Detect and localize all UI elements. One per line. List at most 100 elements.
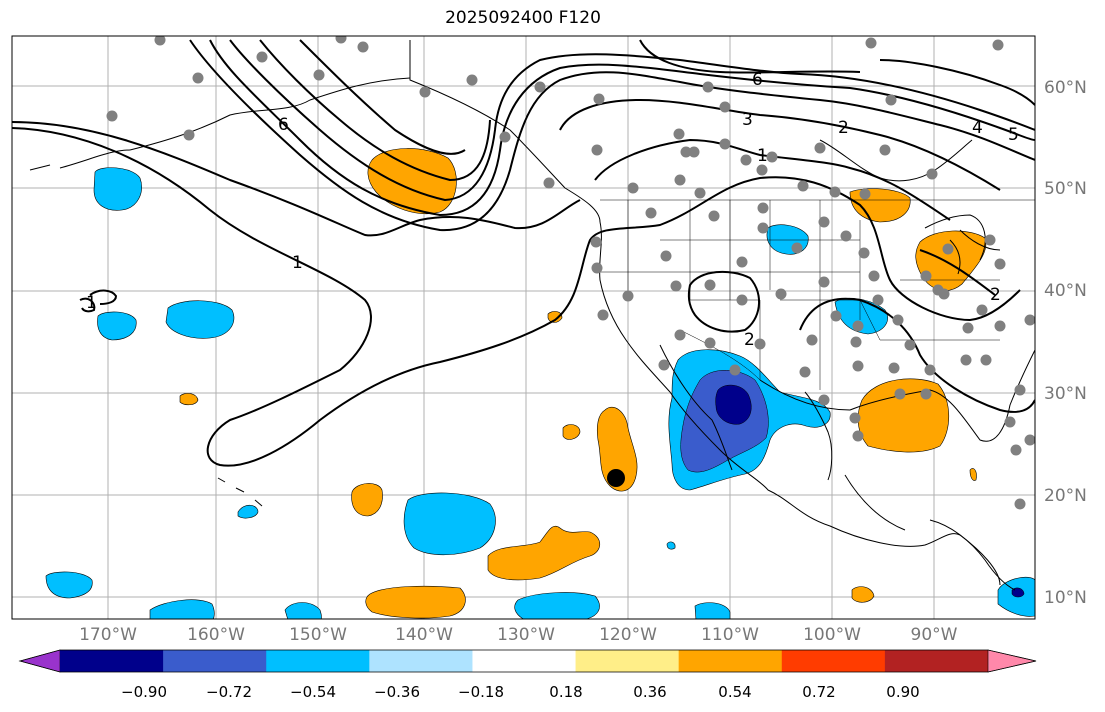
colorbar-segment [60,650,164,672]
station-dot [466,74,478,86]
minimum-marker [734,398,748,412]
colorbar-segment [369,650,473,672]
lat-label: 30°N [1044,384,1087,404]
station-dot [852,360,864,372]
station-dot [658,359,670,371]
contour-label: 3 [742,110,753,130]
colorbar-extend-high [987,649,1037,673]
contour-label: 2 [990,285,1001,305]
lon-label: 110°W [701,625,759,645]
colorbar-tick: 0.36 [633,683,667,701]
station-dot [806,334,818,346]
station-dot [818,276,830,288]
contour-labels: 6 3 2 1 1 2 2 4 5 6 1 [86,70,1019,350]
map-frame [11,35,1036,620]
station-dot [719,138,731,150]
station-dot [670,280,682,292]
station-dot [885,94,897,106]
station-dot [708,210,720,222]
station-dot [1004,416,1016,428]
station-dot [799,366,811,378]
station-dot [766,151,778,163]
colorbar-tick: −0.18 [458,683,504,701]
station-dot [688,146,700,158]
colorbar-tick: −0.72 [206,683,252,701]
colorbar-tick: −0.90 [121,683,167,701]
station-dot [962,322,974,334]
station-dot [994,320,1006,332]
contour-label: 2 [744,330,755,350]
station-dot [858,247,870,259]
lon-label: 150°W [289,625,347,645]
station-dot [694,187,706,199]
station-markers [106,36,1035,510]
station-dot [791,242,803,254]
station-dot [357,41,369,53]
station-dot [543,177,555,189]
lat-label: 60°N [1044,78,1087,98]
station-dot [645,207,657,219]
station-dot [590,236,602,248]
station-dot [849,412,861,424]
station-dot [335,36,347,44]
colorbar-segment [884,650,989,672]
colorbar-extend-low [18,649,61,673]
height-contours [12,39,1035,467]
station-dot [622,290,634,302]
colorbar-segment [163,650,267,672]
station-dot [729,364,741,376]
station-dot [756,164,768,176]
station-dot [932,284,944,296]
contour-label: 6 [278,115,289,135]
station-dot [534,81,546,93]
colorbar-tick: 0.90 [886,683,920,701]
station-dot [868,270,880,282]
lon-label: 100°W [803,625,861,645]
station-dot [719,101,731,113]
station-dot [591,144,603,156]
colorbar-tick: 0.54 [718,683,752,701]
colorbar-outline [18,649,1037,673]
station-dot [994,258,1006,270]
station-dot [980,354,992,366]
station-dot [736,294,748,306]
station-dot [852,430,864,442]
political-borders [600,199,1035,390]
station-dot [740,154,752,166]
station-dot [1024,314,1035,326]
station-dot [757,202,769,214]
lat-label: 10°N [1044,588,1087,608]
station-dot [888,362,900,374]
contour-label: 6 [752,70,763,90]
station-dot [850,336,862,348]
station-dot [984,234,996,246]
station-dot [920,388,932,400]
station-dot [154,36,166,46]
station-dot [814,142,826,154]
station-dot [829,186,841,198]
station-dot [597,309,609,321]
station-dot [674,174,686,186]
map-title: 2025092400 F120 [445,8,601,28]
station-dot [926,168,938,180]
station-dot [680,146,692,158]
station-dot [313,69,325,81]
station-dot [757,222,769,234]
colorbar-segment [266,650,370,672]
colorbar-tick: 0.18 [549,683,583,701]
station-dot [627,182,639,194]
station-dot [852,320,864,332]
station-dot [818,394,830,406]
colorbar-segment [781,650,886,672]
extreme-negative-area [715,384,1025,598]
lon-label: 120°W [599,625,657,645]
station-dot [704,337,716,349]
contour-label: 1 [757,146,768,166]
station-dot [660,250,672,262]
station-dot [865,37,877,49]
station-dot [904,339,916,351]
station-dot [830,310,842,322]
station-dot [818,216,830,228]
colorbar [18,649,1037,673]
lon-label: 90°W [910,625,958,645]
